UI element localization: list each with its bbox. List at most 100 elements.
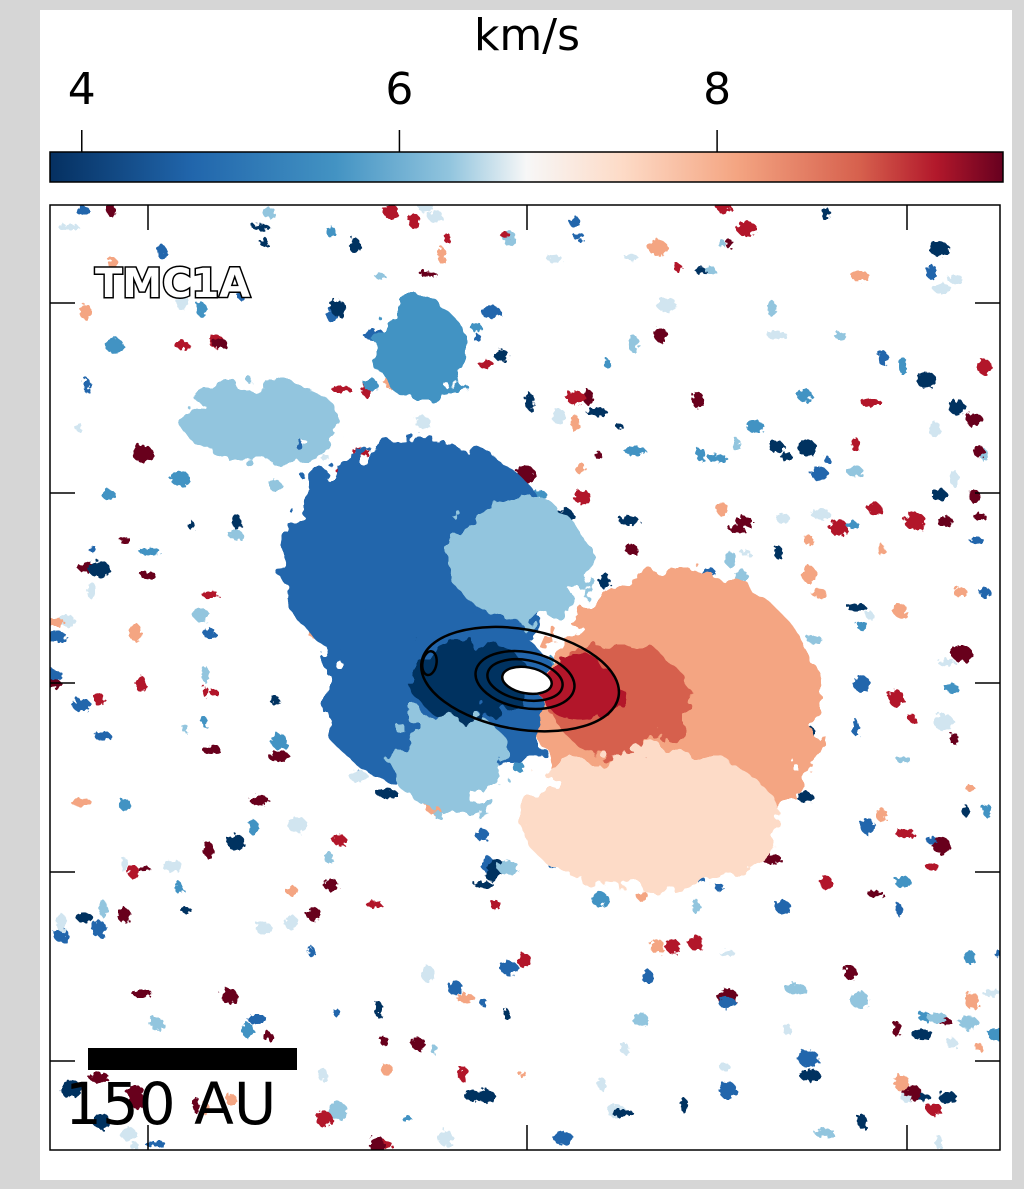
speckle (570, 414, 580, 433)
speckle (736, 516, 753, 528)
speckle (929, 421, 941, 438)
speckle (597, 1077, 607, 1091)
speckle (714, 883, 724, 891)
speckle (799, 1069, 821, 1082)
speckle (149, 1017, 165, 1031)
speckle (735, 569, 748, 583)
speckle (202, 627, 217, 639)
speckle (624, 446, 647, 456)
speckle (819, 875, 833, 890)
speckle (53, 927, 69, 943)
speckle (926, 1102, 942, 1116)
speckle (852, 718, 859, 736)
speckle (118, 798, 132, 811)
speckle (221, 988, 238, 1005)
speckle (83, 378, 91, 394)
speckle (623, 254, 638, 261)
scale-bar-label: 150 AU (65, 1070, 276, 1138)
speckle (262, 206, 276, 219)
speckle (414, 416, 431, 429)
speckle (126, 1085, 145, 1098)
speckle (867, 502, 882, 516)
speckle (305, 907, 322, 921)
speckle (249, 819, 259, 836)
speckle (401, 1114, 412, 1123)
speckle (908, 714, 917, 723)
speckle (847, 602, 866, 613)
speckle (444, 232, 451, 244)
speckle (947, 275, 964, 285)
speckle (895, 903, 903, 917)
speckle (500, 232, 511, 239)
speckle (653, 327, 667, 342)
speckle (898, 356, 907, 375)
speckle (569, 216, 581, 229)
speckle (696, 447, 706, 462)
speckle (821, 206, 830, 221)
speckle (251, 224, 270, 231)
speckle (144, 1140, 166, 1147)
speckle (632, 1012, 649, 1027)
speckle (867, 890, 885, 898)
speckle (70, 798, 92, 807)
speckle (87, 582, 97, 599)
speckle (50, 679, 62, 689)
speckle (586, 408, 608, 417)
speckle (365, 901, 383, 908)
speckle (583, 390, 594, 406)
speckle (716, 205, 732, 215)
speckle (692, 392, 705, 409)
speckle (566, 390, 586, 405)
speckle (806, 634, 822, 645)
speckle (853, 675, 871, 693)
speckle (965, 784, 975, 792)
speckle (637, 891, 649, 903)
speckle (376, 788, 398, 799)
speckle (161, 860, 183, 872)
speckle (725, 238, 733, 249)
speckle (192, 1096, 199, 1114)
speckle (202, 686, 209, 698)
speckle (573, 490, 592, 505)
speckle (766, 331, 788, 339)
speckle (201, 1102, 210, 1115)
speckle (447, 980, 463, 995)
speckle (326, 226, 337, 239)
speckle (688, 935, 704, 951)
speckle (894, 876, 912, 888)
speckle (202, 665, 209, 684)
speckle (228, 529, 243, 540)
axis-ticks (50, 205, 1000, 1150)
speckle (948, 399, 965, 415)
speckle (121, 857, 129, 873)
speckle (156, 244, 167, 259)
speckle (775, 513, 791, 524)
speckle (485, 869, 498, 882)
speckle (129, 1142, 139, 1150)
speckle (480, 998, 487, 1007)
speckle (767, 300, 776, 317)
speckle (259, 237, 269, 247)
speckle (811, 466, 828, 481)
speckle (649, 939, 665, 954)
speckle (811, 588, 827, 598)
speckle (380, 1036, 389, 1047)
speckle (925, 862, 940, 871)
speckle (973, 445, 985, 458)
colorbar-tick-label: 8 (703, 64, 731, 115)
speckle (926, 264, 938, 280)
source-label: TMC1A (95, 261, 250, 307)
speckle (929, 241, 950, 257)
speckle (268, 479, 282, 491)
speckle (946, 1037, 957, 1050)
speckle (892, 1021, 901, 1037)
speckle (108, 257, 118, 271)
speckle (769, 440, 785, 454)
speckle (784, 983, 807, 995)
speckle (719, 950, 736, 958)
speckle (55, 914, 68, 932)
speckle (965, 413, 983, 425)
speckle (50, 669, 64, 682)
speckle (101, 489, 116, 501)
speckle (987, 1028, 1000, 1041)
